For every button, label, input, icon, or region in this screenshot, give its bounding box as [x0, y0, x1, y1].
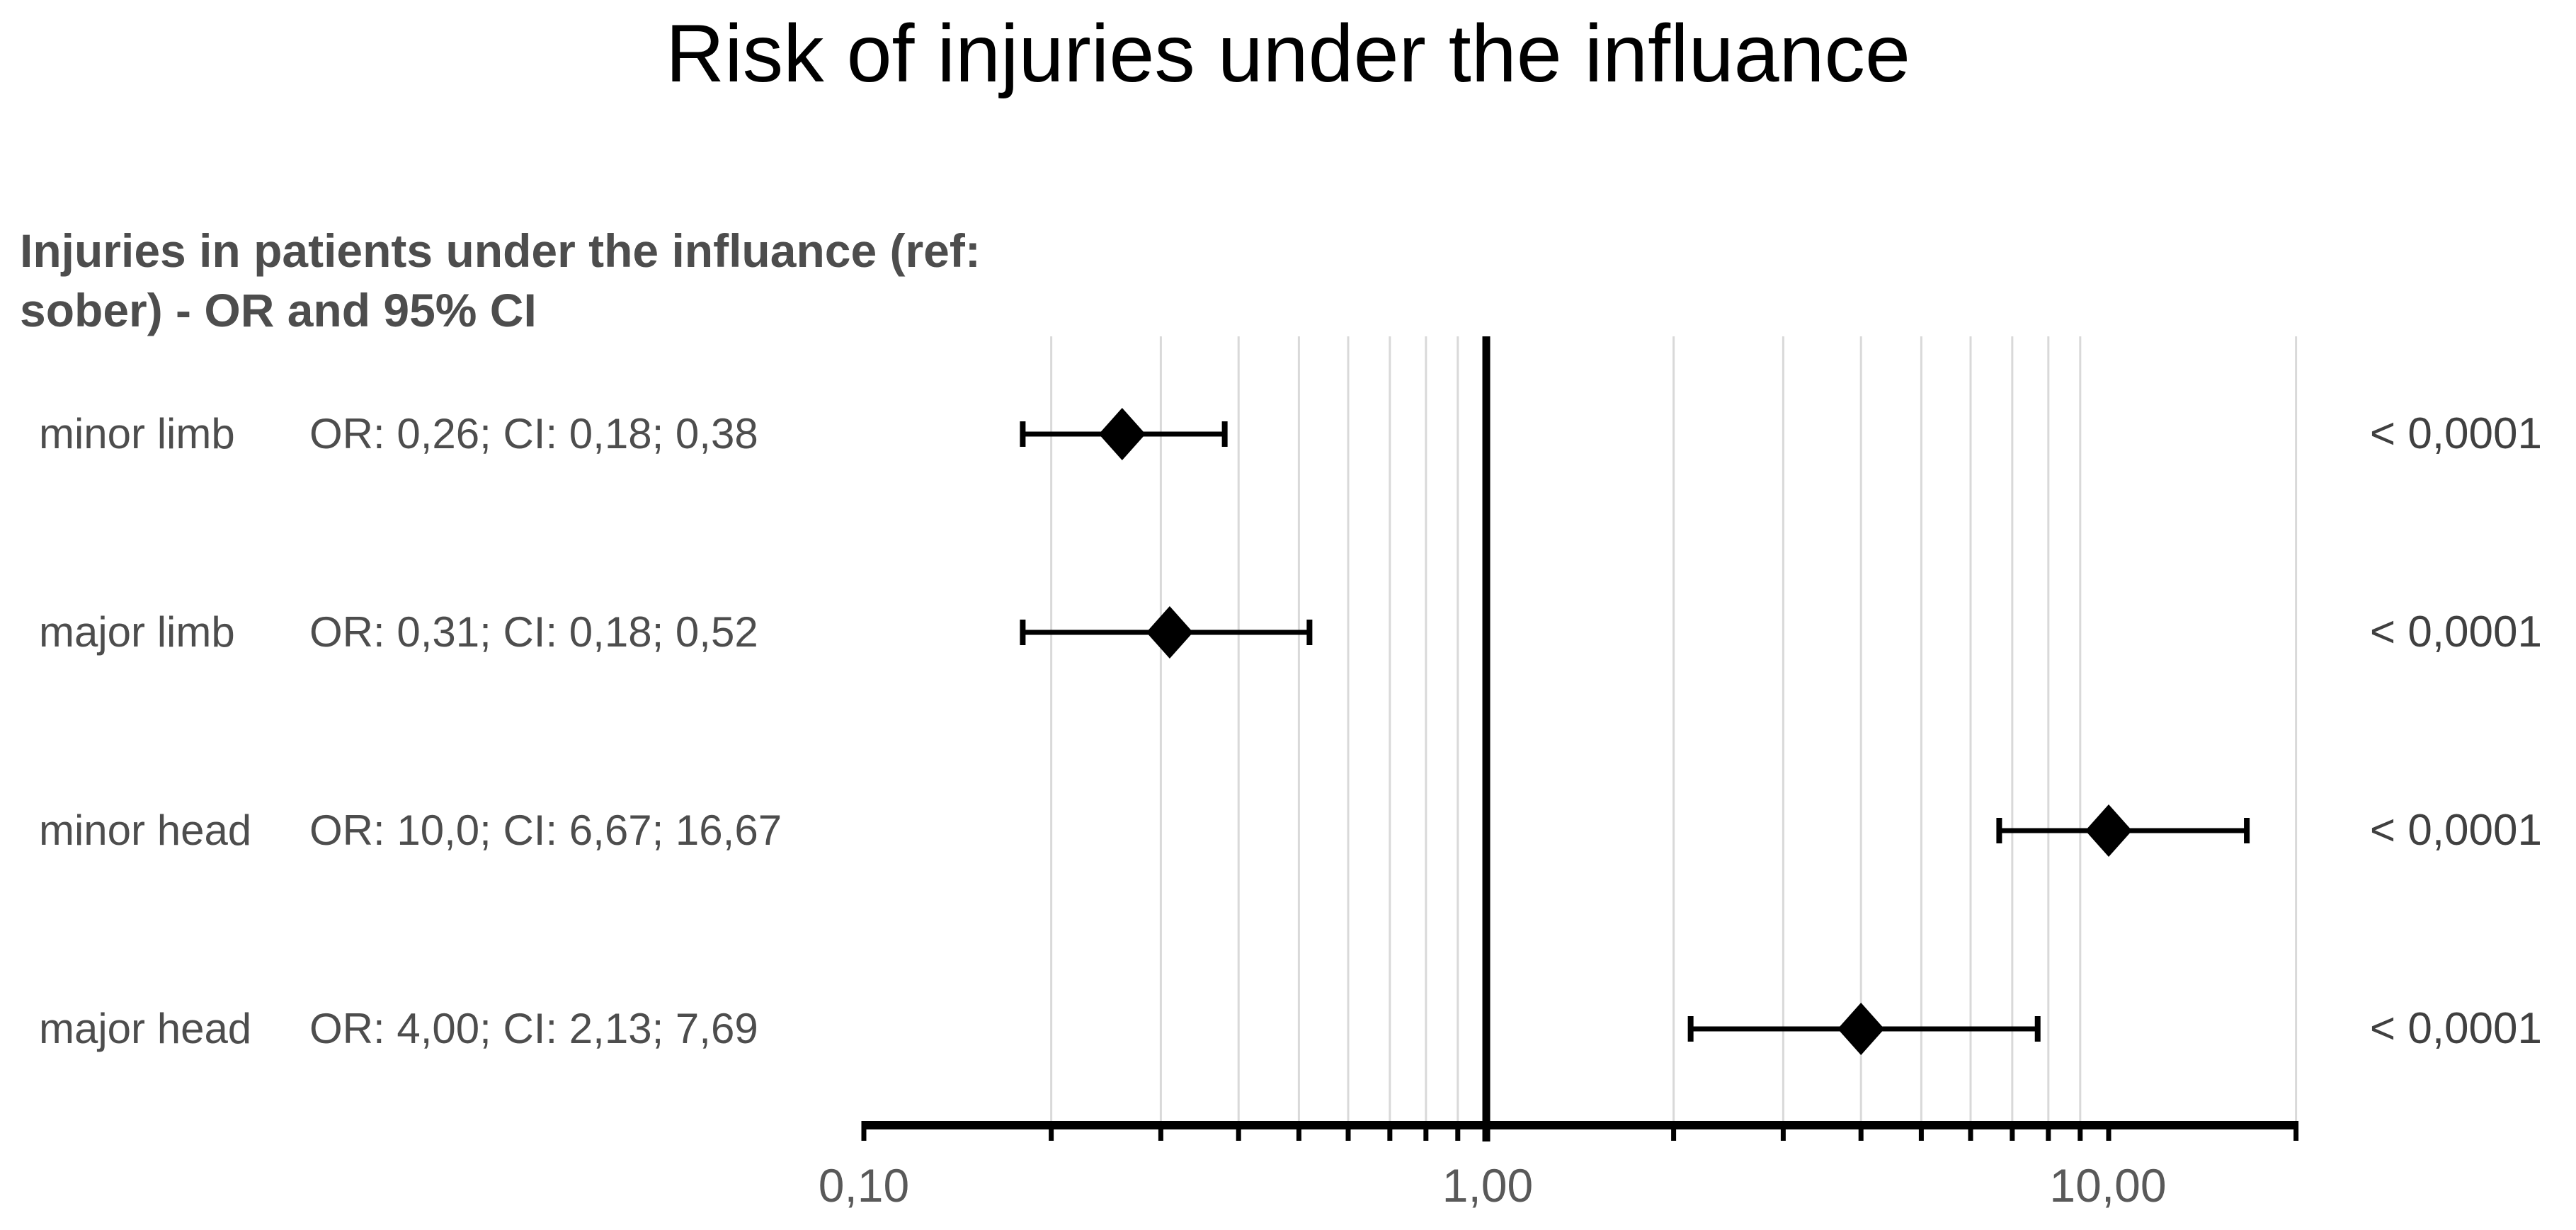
forest-row: major limb OR: 0,31; CI: 0,18; 0,52 < 0,…	[0, 604, 2576, 661]
row-label: major limb	[39, 608, 235, 656]
row-label: minor limb	[39, 410, 235, 457]
row-label: major head	[39, 1005, 252, 1052]
x-axis-tick-label: 1,00	[1442, 1159, 1534, 1212]
axis-group-header-line2: sober) - OR and 95% CI	[20, 284, 537, 336]
axis-group-header: Injuries in patients under the influance…	[20, 221, 1224, 340]
p-value-label: < 0,0001	[2369, 806, 2542, 855]
x-axis-tick-label: 10,00	[2049, 1159, 2167, 1212]
diamond-marker	[1837, 1003, 1885, 1055]
chart-title: Risk of injuries under the influance	[666, 8, 1910, 99]
forest-row: minor head OR: 10,0; CI: 6,67; 16,67 < 0…	[0, 802, 2576, 859]
p-value-label: < 0,0001	[2369, 409, 2542, 458]
row-label: minor head	[39, 807, 252, 854]
diamond-marker	[1146, 606, 1193, 659]
diamond-marker	[1098, 408, 1146, 460]
forest-row: major head OR: 4,00; CI: 2,13; 7,69 < 0,…	[0, 1001, 2576, 1057]
p-value-label: < 0,0001	[2369, 1004, 2542, 1053]
diamond-marker	[2085, 804, 2132, 857]
or-ci-label: OR: 10,0; CI: 6,67; 16,67	[309, 807, 782, 854]
or-ci-label: OR: 0,26; CI: 0,18; 0,38	[309, 410, 758, 457]
or-ci-label: OR: 4,00; CI: 2,13; 7,69	[309, 1005, 758, 1052]
axis-group-header-line1: Injuries in patients under the influance…	[20, 224, 981, 277]
p-value-label: < 0,0001	[2369, 608, 2542, 656]
or-ci-label: OR: 0,31; CI: 0,18; 0,52	[309, 608, 758, 656]
forest-row: minor limb OR: 0,26; CI: 0,18; 0,38 < 0,…	[0, 406, 2576, 462]
x-axis-tick-label: 0,10	[818, 1159, 910, 1212]
